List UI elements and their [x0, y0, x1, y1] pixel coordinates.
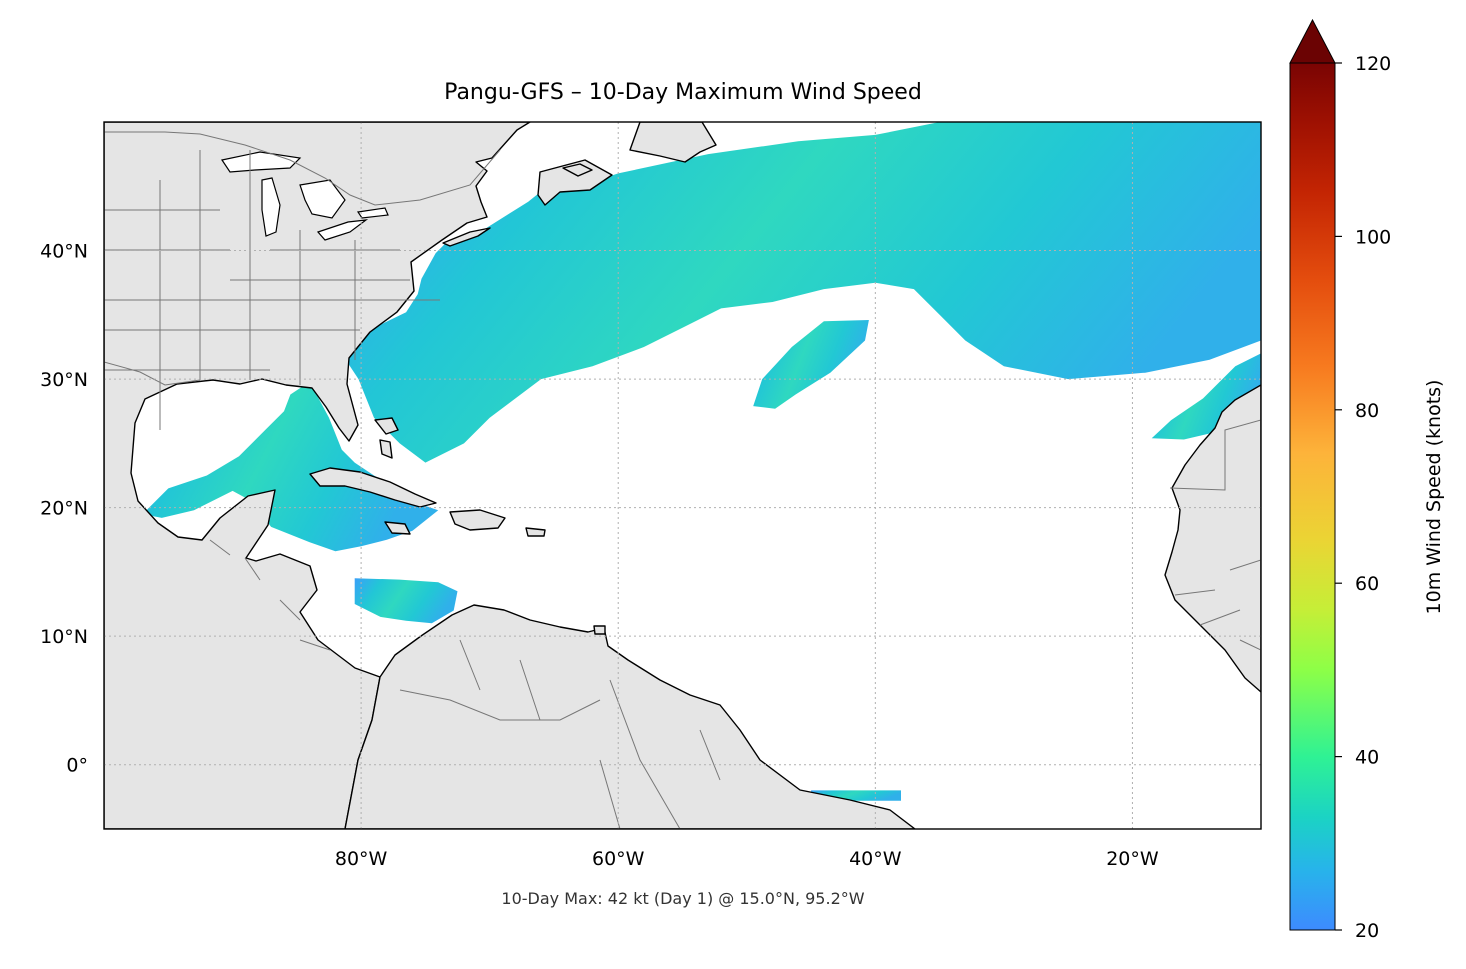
lake-ontario	[356, 207, 389, 219]
colorbar-tick-label: 40	[1355, 747, 1379, 769]
land-layer	[104, 122, 1261, 829]
footnote-max-wind: 10-Day Max: 42 kt (Day 1) @ 15.0°N, 95.2…	[501, 889, 864, 908]
us-state-borders	[104, 150, 440, 430]
colorbar-tick-label: 120	[1355, 53, 1391, 75]
us-canada-border	[104, 131, 501, 206]
africa-land	[1164, 384, 1261, 693]
lake-huron	[299, 179, 346, 219]
colorbar: 20 40 60 80 100 120 10m Wind Speed (knots)	[1289, 18, 1445, 942]
x-axis: 80°W 60°W 40°W 20°W	[335, 848, 1159, 870]
x-tick-label: 80°W	[335, 848, 388, 870]
newfoundland-land	[629, 122, 717, 163]
colorbar-label: 10m Wind Speed (knots)	[1423, 380, 1445, 615]
prince-edward-island-land	[562, 163, 593, 177]
hispaniola-land	[449, 509, 506, 531]
y-tick-label: 0°	[66, 755, 88, 777]
lake-michigan	[261, 177, 281, 237]
south-america-borders	[399, 639, 721, 829]
map-panel: 80°W 60°W 40°W 20°W 40°N 30°N 20°N 10°N 0°	[40, 121, 1262, 870]
trinidad-land	[593, 625, 606, 635]
lake-layer	[221, 151, 389, 241]
wind-region-caribbean	[354, 578, 458, 624]
colorbar-tick-label: 80	[1355, 400, 1379, 422]
y-tick-label: 40°N	[40, 241, 88, 263]
y-tick-label: 20°N	[40, 498, 88, 520]
africa-borders	[1169, 419, 1261, 651]
central-america-borders	[209, 539, 331, 651]
colorbar-extend-arrow	[1289, 18, 1336, 64]
y-axis: 40°N 30°N 20°N 10°N 0°	[40, 241, 88, 777]
bahamas-land	[374, 417, 399, 459]
lake-erie	[316, 219, 369, 241]
colorbar-tick-label: 20	[1355, 920, 1379, 942]
wind-region-north-atlantic-main	[345, 122, 1261, 463]
colorbar-gradient	[1289, 62, 1336, 931]
figure-title: Pangu-GFS – 10-Day Maximum Wind Speed	[444, 80, 922, 105]
map-frame	[103, 121, 1262, 830]
x-tick-label: 20°W	[1106, 848, 1159, 870]
puerto-rico-land	[525, 527, 546, 537]
mexico-border	[104, 361, 201, 386]
long-island-land	[442, 227, 491, 247]
x-tick-label: 60°W	[592, 848, 645, 870]
x-tick-label: 40°W	[849, 848, 902, 870]
y-tick-label: 30°N	[40, 369, 88, 391]
jamaica-land	[384, 521, 411, 535]
wind-region-gulf-of-mexico	[142, 381, 439, 552]
cuba-land	[309, 467, 437, 508]
colorbar-ticks: 20 40 60 80 100 120	[1335, 53, 1391, 942]
maritimes-land	[537, 159, 613, 206]
wind-speed-layer	[104, 122, 1261, 801]
colorbar-tick-label: 100	[1355, 226, 1391, 248]
y-tick-label: 10°N	[40, 626, 88, 648]
north-america-land	[104, 122, 531, 829]
colorbar-tick-label: 60	[1355, 573, 1379, 595]
wind-region-mid-atlantic-patch	[753, 320, 869, 409]
border-layer	[104, 131, 1261, 829]
